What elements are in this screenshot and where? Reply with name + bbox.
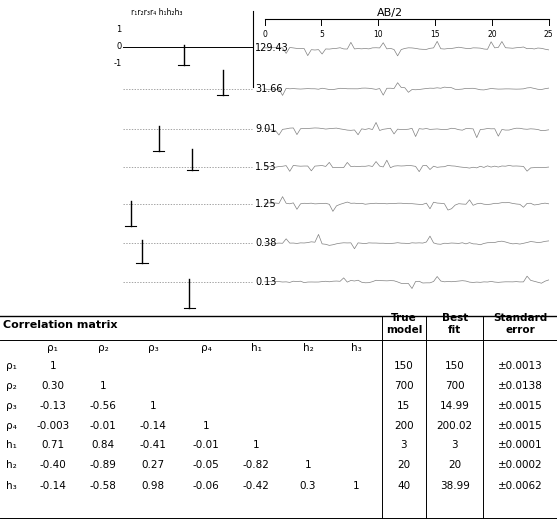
Text: ρ₁: ρ₁ bbox=[47, 343, 58, 353]
Text: h₁: h₁ bbox=[251, 343, 262, 353]
Text: ±0.0002: ±0.0002 bbox=[498, 460, 543, 470]
Text: 150: 150 bbox=[445, 361, 465, 372]
Text: h₃: h₃ bbox=[6, 481, 16, 491]
Text: 0.27: 0.27 bbox=[141, 460, 165, 470]
Text: h₂: h₂ bbox=[6, 460, 16, 470]
Text: 3: 3 bbox=[400, 440, 407, 450]
Text: 1: 1 bbox=[116, 25, 121, 34]
Text: 700: 700 bbox=[394, 381, 414, 391]
Text: -0.58: -0.58 bbox=[90, 481, 116, 491]
Text: ρ₃: ρ₃ bbox=[6, 401, 16, 411]
Text: 20: 20 bbox=[487, 30, 497, 38]
Text: ρ₂: ρ₂ bbox=[6, 381, 16, 391]
Text: 40: 40 bbox=[397, 481, 411, 491]
Text: 0: 0 bbox=[116, 42, 121, 51]
Text: 0.84: 0.84 bbox=[91, 440, 115, 450]
Text: h₃: h₃ bbox=[351, 343, 362, 353]
Text: 10: 10 bbox=[373, 30, 383, 38]
Text: h₁: h₁ bbox=[6, 440, 17, 450]
Text: 15: 15 bbox=[430, 30, 440, 38]
Text: ρ₂: ρ₂ bbox=[97, 343, 109, 353]
Text: 1: 1 bbox=[203, 420, 209, 431]
Text: h₂: h₂ bbox=[302, 343, 314, 353]
Text: ±0.0062: ±0.0062 bbox=[498, 481, 543, 491]
Text: Standard
error: Standard error bbox=[493, 313, 548, 335]
Text: 31.66: 31.66 bbox=[255, 84, 282, 94]
Text: 1: 1 bbox=[100, 381, 106, 391]
Text: -0.14: -0.14 bbox=[40, 481, 66, 491]
Text: 1: 1 bbox=[305, 460, 311, 470]
Text: -0.40: -0.40 bbox=[40, 460, 66, 470]
Text: 0.98: 0.98 bbox=[141, 481, 165, 491]
Text: 150: 150 bbox=[394, 361, 414, 372]
Text: 0.13: 0.13 bbox=[255, 277, 276, 287]
Text: 0: 0 bbox=[262, 30, 267, 38]
Text: 1.53: 1.53 bbox=[255, 161, 277, 172]
Text: -1: -1 bbox=[113, 59, 121, 69]
Text: 129.43: 129.43 bbox=[255, 43, 289, 53]
Text: ±0.0015: ±0.0015 bbox=[498, 420, 543, 431]
Text: ±0.0001: ±0.0001 bbox=[498, 440, 543, 450]
Text: 1.25: 1.25 bbox=[255, 199, 277, 209]
Text: -0.06: -0.06 bbox=[193, 481, 219, 491]
Text: 0.3: 0.3 bbox=[300, 481, 316, 491]
Text: -0.14: -0.14 bbox=[140, 420, 167, 431]
Text: -0.01: -0.01 bbox=[193, 440, 219, 450]
Text: ρ₁: ρ₁ bbox=[6, 361, 17, 372]
Text: r₁r₂r₃r₄ h₁h₂h₃: r₁r₂r₃r₄ h₁h₂h₃ bbox=[131, 8, 182, 17]
Text: 0.30: 0.30 bbox=[41, 381, 65, 391]
Text: 9.01: 9.01 bbox=[255, 124, 276, 134]
Text: 15: 15 bbox=[397, 401, 411, 411]
Text: ±0.0013: ±0.0013 bbox=[498, 361, 543, 372]
Text: 20: 20 bbox=[448, 460, 461, 470]
Text: -0.42: -0.42 bbox=[243, 481, 270, 491]
Text: 0.71: 0.71 bbox=[41, 440, 65, 450]
Text: 200.02: 200.02 bbox=[437, 420, 473, 431]
Text: ρ₃: ρ₃ bbox=[148, 343, 159, 353]
Text: 14.99: 14.99 bbox=[440, 401, 470, 411]
Text: -0.89: -0.89 bbox=[90, 460, 116, 470]
Text: ±0.0138: ±0.0138 bbox=[498, 381, 543, 391]
Text: 1: 1 bbox=[150, 401, 157, 411]
Text: -0.13: -0.13 bbox=[40, 401, 66, 411]
Text: 25: 25 bbox=[544, 30, 554, 38]
Text: True
model: True model bbox=[385, 313, 422, 335]
Text: Best
fit: Best fit bbox=[442, 313, 468, 335]
Text: 5: 5 bbox=[319, 30, 324, 38]
Text: AB/2: AB/2 bbox=[377, 8, 403, 18]
Text: 0.38: 0.38 bbox=[255, 238, 276, 248]
Text: -0.56: -0.56 bbox=[90, 401, 116, 411]
Text: -0.41: -0.41 bbox=[140, 440, 167, 450]
Text: ρ₄: ρ₄ bbox=[6, 420, 17, 431]
Text: -0.82: -0.82 bbox=[243, 460, 270, 470]
Text: 3: 3 bbox=[452, 440, 458, 450]
Text: ±0.0015: ±0.0015 bbox=[498, 401, 543, 411]
Text: -0.003: -0.003 bbox=[36, 420, 70, 431]
Text: -0.01: -0.01 bbox=[90, 420, 116, 431]
Text: 700: 700 bbox=[445, 381, 465, 391]
Text: Correlation matrix: Correlation matrix bbox=[3, 320, 118, 330]
Text: -0.05: -0.05 bbox=[193, 460, 219, 470]
Text: 1: 1 bbox=[50, 361, 56, 372]
Text: 200: 200 bbox=[394, 420, 414, 431]
Text: 1: 1 bbox=[353, 481, 360, 491]
Text: 38.99: 38.99 bbox=[440, 481, 470, 491]
Text: 20: 20 bbox=[397, 460, 411, 470]
Text: ρ₄: ρ₄ bbox=[201, 343, 212, 353]
Text: 1: 1 bbox=[253, 440, 260, 450]
